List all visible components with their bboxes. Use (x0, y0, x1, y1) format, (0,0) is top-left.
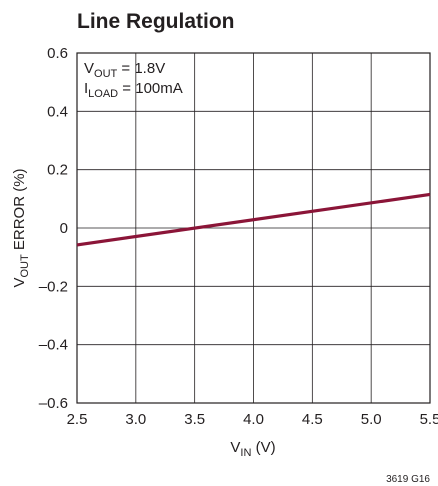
y-tick-label: 0.2 (47, 162, 68, 179)
x-tick-label: 3.0 (125, 411, 146, 428)
x-axis-label: VIN (V) (230, 439, 275, 459)
y-tick-label: 0 (60, 220, 68, 237)
y-axis-label-sub: OUT (19, 254, 31, 278)
x-tick-label: 5.5 (420, 411, 438, 428)
y-axis-label: VOUT ERROR (%) (11, 168, 31, 287)
annotation-iload-rest: = 100mA (118, 80, 183, 97)
plot-frame (76, 52, 431, 404)
x-axis-label-main: V (230, 439, 240, 456)
annotation-vout-main: V (84, 60, 94, 77)
series-group (76, 192, 431, 247)
chart-title: Line Regulation (77, 10, 235, 33)
x-tick-label: 5.0 (361, 411, 382, 428)
y-tick-label: –0.6 (39, 395, 68, 412)
x-axis-label-rest: (V) (251, 439, 275, 456)
grid (77, 53, 430, 403)
annotation-vout: VOUT = 1.8V (84, 60, 165, 80)
y-tick-labels: 0.6 0.4 0.2 0 –0.2 –0.4 –0.6 (39, 45, 68, 412)
y-tick-label: 0.4 (47, 103, 68, 120)
y-tick-label: 0.6 (47, 45, 68, 62)
annotation-vout-sub: OUT (94, 68, 118, 80)
annotation-iload: ILOAD = 100mA (84, 80, 183, 100)
figure-code: 3619 G16 (386, 474, 430, 485)
y-axis-label-rest: ERROR (%) (11, 168, 28, 254)
x-tick-label: 2.5 (67, 411, 88, 428)
annotation-vout-rest: = 1.8V (117, 60, 165, 77)
x-tick-labels: 2.5 3.0 3.5 4.0 4.5 5.0 5.5 (67, 411, 438, 428)
y-tick-label: –0.2 (39, 278, 68, 295)
x-tick-label: 4.5 (302, 411, 323, 428)
y-axis-label-main: V (11, 278, 28, 288)
x-tick-label: 3.5 (184, 411, 205, 428)
y-tick-label: –0.4 (39, 337, 68, 354)
x-tick-label: 4.0 (243, 411, 264, 428)
series-line (76, 192, 431, 247)
annotation-iload-sub: LOAD (88, 88, 118, 100)
annotation-iload-main: I (84, 80, 88, 97)
x-axis-label-sub: IN (240, 447, 251, 459)
